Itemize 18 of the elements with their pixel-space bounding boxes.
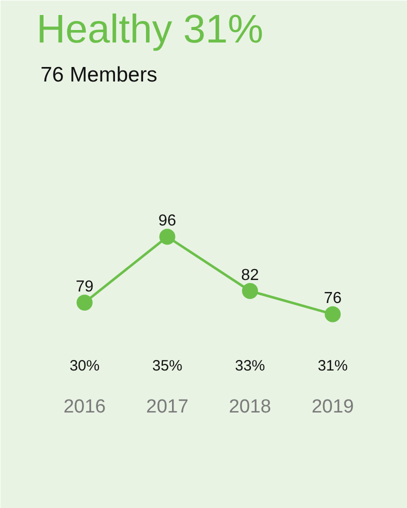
text: 31% — [318, 358, 348, 374]
x-tick-label: 2016 — [63, 396, 106, 418]
x-tick-label: 2018 — [228, 396, 272, 418]
text: 33% — [234, 358, 266, 374]
chart-title: Healthy 31% — [36, 8, 264, 52]
data-label: 96 — [158, 212, 176, 230]
chart-subtitle: 76 Members — [40, 64, 158, 86]
point — [324, 306, 341, 322]
text: 35% — [152, 358, 182, 374]
x-tick-label: 2017 — [146, 396, 188, 418]
point — [159, 228, 176, 245]
point — [76, 294, 93, 311]
x-tick-label: 2019 — [312, 396, 354, 418]
text: 30% — [70, 358, 100, 374]
data-label: 82 — [241, 266, 260, 284]
point — [242, 282, 258, 299]
data-label: 76 — [324, 290, 342, 308]
data-label: 79 — [76, 278, 94, 296]
